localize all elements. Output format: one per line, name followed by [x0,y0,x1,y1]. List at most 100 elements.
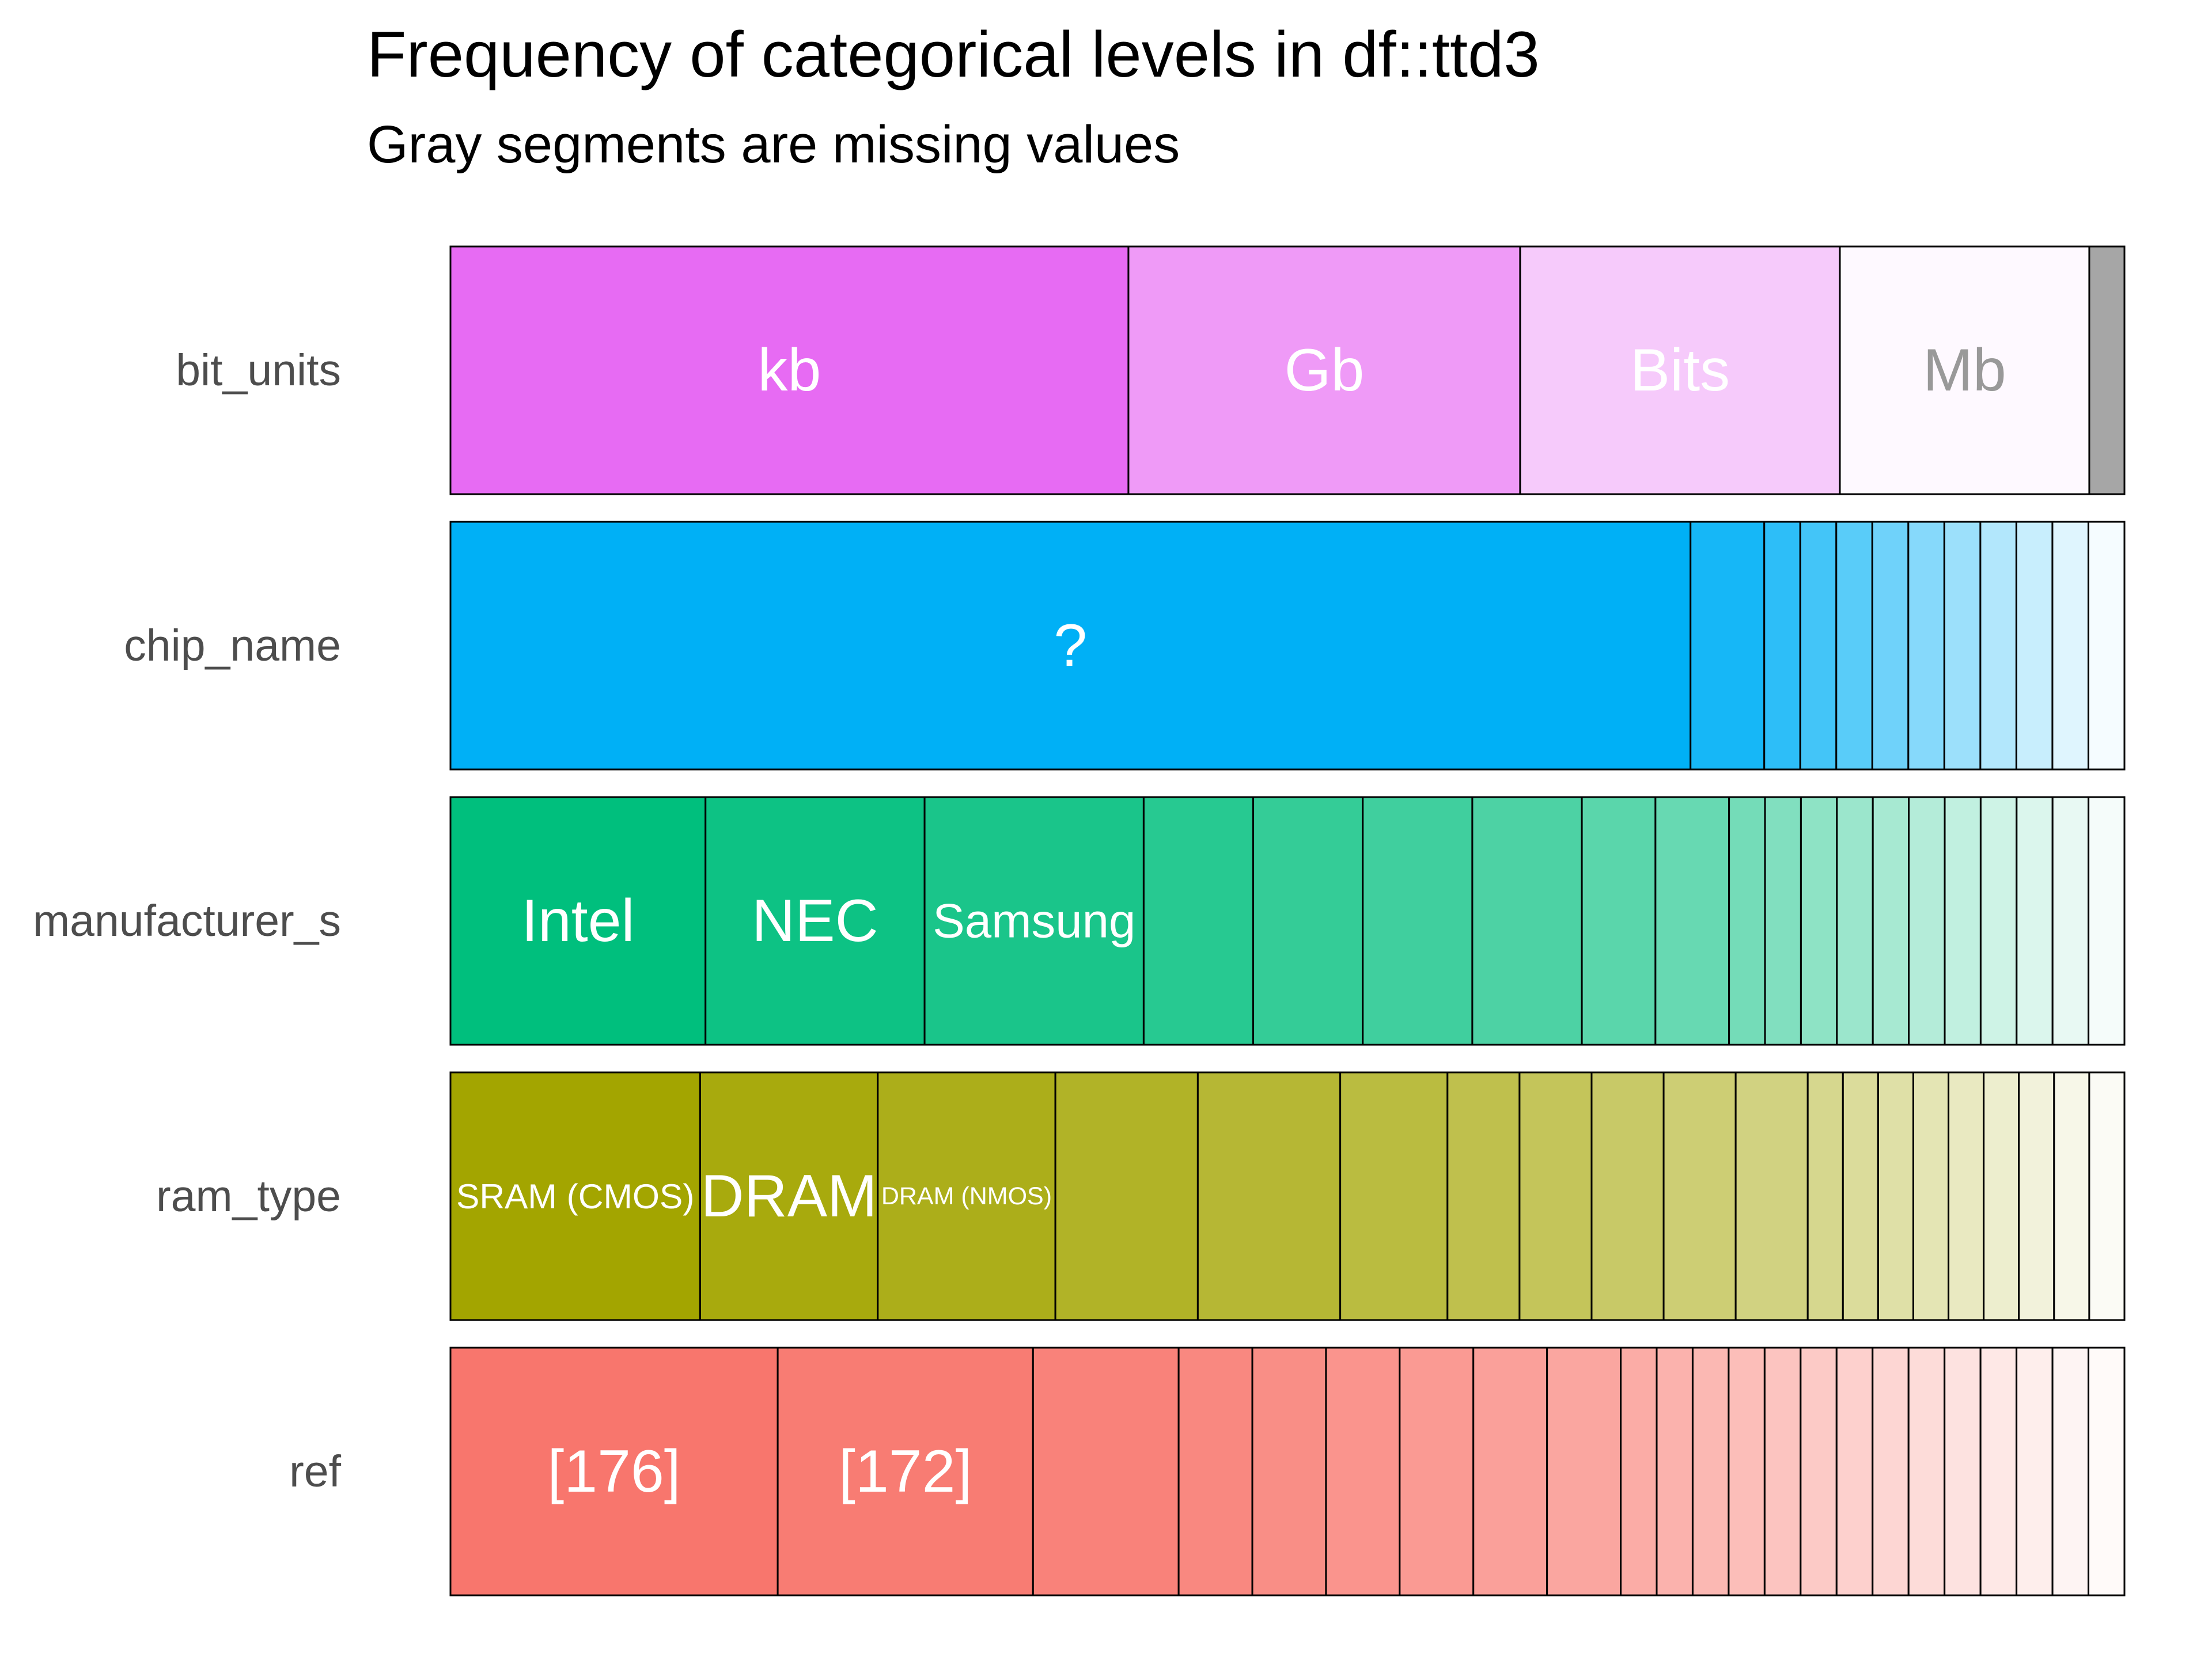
segment-label: DRAM [700,1163,877,1230]
bar-segment [1842,1071,1879,1321]
bar-segment [1620,1347,1658,1596]
bar-segment [2051,521,2089,771]
bar-segment [1983,1071,2020,1321]
bar-row-ram_type: ram_type SRAM (CMOS) DRAM DRAM (NMOS) [156,1071,2126,1321]
bar-segment [1251,1347,1327,1596]
y-axis-label: chip_name [124,621,341,670]
bar-segment [2088,1347,2126,1596]
bar-segment [1871,521,1910,771]
segment-label: Samsung [933,894,1135,948]
segment-label: [172] [839,1438,972,1505]
bar-segment [1590,1071,1665,1321]
y-axis-label: ram_type [156,1171,341,1221]
bar-segment [2053,1071,2090,1321]
bar-row-chip_name: chip_name? [124,521,2126,771]
bar-segment [1835,1347,1874,1596]
bar-segment [1979,1347,2018,1596]
bar-segment [1399,1347,1475,1596]
bar-segment [1339,1071,1449,1321]
bar-segment [1127,245,1521,495]
segment-label: ? [1054,612,1087,679]
bar-row-ref: ref [176] [172] [289,1347,2126,1596]
segment-label: DRAM (NMOS) [881,1182,1052,1210]
segment-label: Mb [1923,337,2006,404]
bar-segment [1944,796,1982,1046]
bar-row-manufacturer_s: manufacturer_s Intel NEC Samsung [33,796,2126,1046]
bar-segment [2051,796,2090,1046]
segment-label: SRAM (CMOS) [456,1177,694,1216]
bar-segment [1912,1071,1950,1321]
bar-segment [1691,1347,1730,1596]
bar-segment [1799,521,1838,771]
bar-segment [2087,521,2126,771]
bar-segment [699,1071,879,1321]
bar-segment [2015,521,2054,771]
bar-segment [1362,796,1474,1046]
bar-segment [1142,796,1255,1046]
bar-segment [1177,1347,1253,1596]
bar-segment [1943,521,1982,771]
chart-title: Frequency of categorical levels in df::t… [367,18,1540,90]
y-axis-label: manufacturer_s [33,896,341,946]
segment-label: Bits [1630,337,1730,404]
bar-segment [1690,521,1766,771]
bar-segment [1325,1347,1401,1596]
bar-segment [1054,1071,1199,1321]
bar-segment [1472,1347,1548,1596]
bar-segment [1032,1347,1180,1596]
bar-segment [1518,1071,1593,1321]
bar-segment [1806,1071,1844,1321]
bar-row-bit_units: bit_units kb Gb Bits Mb [176,245,2126,495]
bar-segment [1764,796,1802,1046]
bar-segment [1734,1071,1809,1321]
bar-segment [777,1347,1034,1596]
bar-segment [923,796,1145,1046]
bar-segment [1662,1071,1737,1321]
bar-segment [2016,1347,2054,1596]
segment-label: [176] [547,1438,680,1505]
bar-segment [1471,796,1583,1046]
bar-segment [1908,796,1946,1046]
missing-segment [2088,245,2126,495]
bar-segment [2088,1071,2126,1321]
bar-segment [2051,1347,2090,1596]
bar-segment [2088,796,2126,1046]
segment-label: kb [758,337,821,404]
bar-segment [1763,1347,1802,1596]
bar-segment [704,796,926,1046]
bar-segment [1948,1071,1985,1321]
bar-segment [1872,796,1910,1046]
bar-segment [1907,521,1945,771]
bar-segment [1979,521,2017,771]
bar-segment [1581,796,1657,1046]
bar-segment [1546,1347,1622,1596]
bar-segment [1654,796,1730,1046]
bar-segment [1877,1071,1914,1321]
bar-segment [449,245,1130,495]
y-axis-label: ref [289,1447,341,1496]
bar-segment [1872,1347,1910,1596]
bar-segment [1836,796,1874,1046]
segment-label: NEC [752,888,878,954]
bar-segment [1656,1347,1694,1596]
bar-segment [1252,796,1364,1046]
bar-segment [449,1347,779,1596]
bar-segment [1519,245,1841,495]
bar-segment [1728,796,1766,1046]
chart-subtitle: Gray segments are missing values [367,115,1180,174]
bar-segment [1196,1071,1342,1321]
bar-segment [449,796,707,1046]
segment-label: Intel [521,888,635,954]
bar-segment [2016,796,2054,1046]
bar-segment [1835,521,1873,771]
bar-segment [1728,1347,1766,1596]
segment-label: Gb [1285,337,1365,404]
bar-segment [1907,1347,1946,1596]
bar-segment [1944,1347,1982,1596]
bar-segment [2018,1071,2055,1321]
bar-segment [449,521,1692,771]
bar-segment [1839,245,2090,495]
bar-segment [1979,796,2018,1046]
